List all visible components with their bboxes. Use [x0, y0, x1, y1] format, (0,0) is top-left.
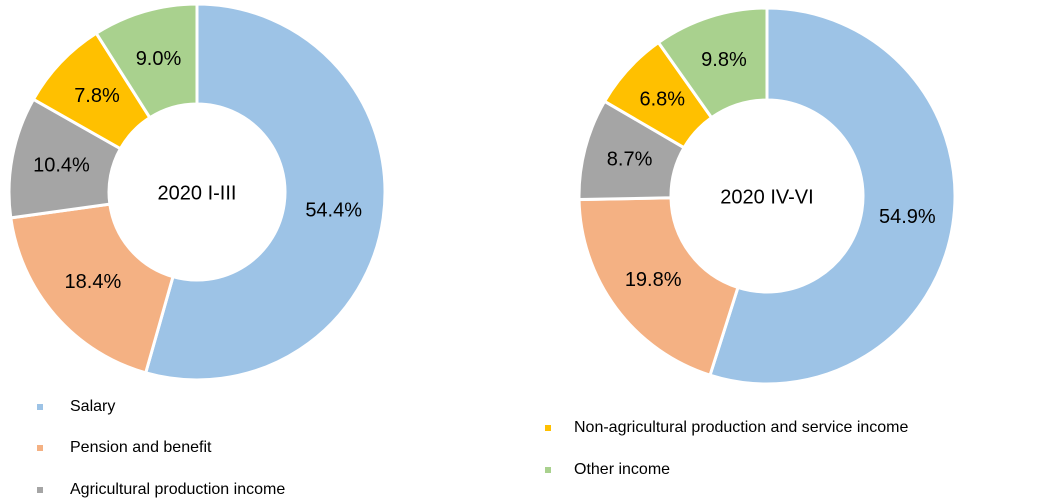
legend-marker: [37, 487, 43, 493]
legend-marker: [545, 425, 551, 431]
legend-marker: [545, 467, 551, 473]
legend-marker: [37, 445, 43, 451]
legend-label: Salary: [70, 398, 115, 415]
data-label: 8.7%: [607, 149, 653, 171]
donut-slice: [708, 6, 957, 386]
legend-label: Pension and benefit: [70, 439, 212, 456]
donut-slice: [94, 2, 199, 120]
donut-slice: [143, 2, 387, 382]
data-label: 19.8%: [625, 269, 682, 291]
donut-slice: [9, 202, 175, 375]
donut-slice: [577, 196, 740, 378]
legend-label: Other income: [574, 461, 670, 478]
data-label: 54.9%: [879, 206, 936, 228]
donut-slice: [656, 6, 769, 120]
legend-label: Agricultural production income: [70, 481, 285, 498]
data-label: 7.8%: [74, 85, 120, 107]
data-label: 54.4%: [305, 199, 362, 221]
data-label: 9.8%: [701, 49, 747, 71]
data-label: 9.0%: [136, 48, 182, 70]
data-label: 6.8%: [639, 88, 685, 110]
legend-marker: [37, 404, 43, 410]
data-label: 18.4%: [65, 271, 122, 293]
center-label: 2020 I-III: [158, 182, 237, 204]
data-label: 10.4%: [33, 154, 90, 176]
legend-label: Non-agricultural production and service …: [574, 419, 908, 436]
center-label: 2020 IV-VI: [720, 186, 813, 208]
